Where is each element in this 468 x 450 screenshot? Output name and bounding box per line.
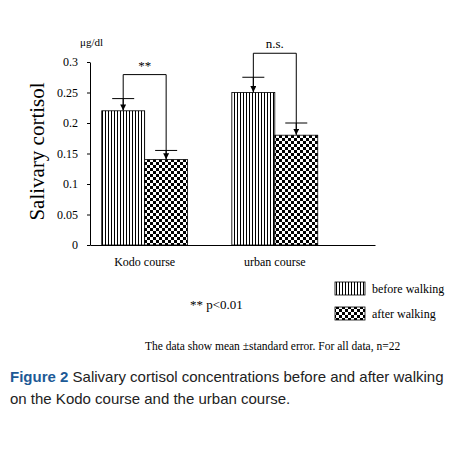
caption-text: Salivary cortisol concentrations before …	[10, 368, 444, 407]
legend-swatch	[335, 307, 365, 320]
tick: 0.2	[63, 116, 90, 130]
annotation: The data show mean ±standard error. For …	[145, 340, 400, 353]
bar	[145, 160, 188, 245]
tick-label: 0.25	[57, 86, 78, 100]
significance-label: n.s.	[266, 36, 284, 51]
y-axis: 0 0.05 0.1 0.15 0.2 0.25 0.3	[57, 55, 91, 252]
tick-mark	[87, 93, 90, 94]
tick: 0.1	[63, 177, 90, 191]
legend-label: after walking	[372, 307, 436, 321]
tick: 0.25	[57, 86, 90, 100]
bar	[102, 111, 145, 245]
tick: 0.3	[63, 55, 90, 69]
bracket-arrow	[296, 53, 297, 134]
tick: 0.05	[57, 208, 90, 222]
y-axis-unit: μg/dl	[80, 36, 103, 48]
bar	[232, 93, 275, 246]
tick-mark	[87, 154, 90, 155]
tick: 0.15	[57, 147, 90, 161]
y-axis-title: Salivary cortisol	[25, 82, 49, 220]
tick-mark	[87, 215, 90, 216]
significance-bracket: n.s.	[253, 36, 296, 134]
significance-bracket: **	[123, 58, 166, 159]
bracket-line	[253, 53, 296, 54]
annotation: ** p<0.01	[190, 297, 243, 312]
tick-label: Kodo course	[114, 255, 175, 269]
x-axis: Kodo course urban course	[91, 246, 376, 269]
legend: before walking after walking	[335, 282, 444, 321]
bracket-arrow	[166, 75, 167, 159]
caption: Figure 2 Salivary cortisol concentration…	[10, 366, 450, 410]
axis-line	[90, 63, 91, 246]
tick: urban course	[244, 255, 306, 269]
legend-label: before walking	[372, 282, 444, 296]
tick-label: 0	[72, 238, 78, 252]
tick: 0	[72, 238, 90, 252]
tick-label: 0.2	[63, 116, 78, 130]
axis-line	[91, 245, 376, 246]
tick-label: 0.15	[57, 147, 78, 161]
legend-swatch	[335, 282, 365, 295]
tick-label: 0.1	[63, 177, 78, 191]
bracket-line	[123, 74, 166, 75]
significance-label: **	[138, 58, 151, 73]
tick-mark	[87, 245, 90, 246]
bracket-arrow	[123, 75, 124, 110]
tick-mark	[87, 62, 90, 63]
caption-label: Figure 2	[10, 368, 68, 385]
plot-area	[102, 77, 318, 245]
caption-space	[68, 368, 72, 385]
tick-mark	[87, 184, 90, 185]
tick-label: 0.05	[57, 208, 78, 222]
tick: Kodo course	[114, 255, 175, 269]
bar	[275, 135, 318, 245]
bracket-arrow	[253, 53, 254, 91]
tick-label: urban course	[244, 255, 306, 269]
tick-mark	[87, 123, 90, 124]
tick-label: 0.3	[63, 55, 78, 69]
